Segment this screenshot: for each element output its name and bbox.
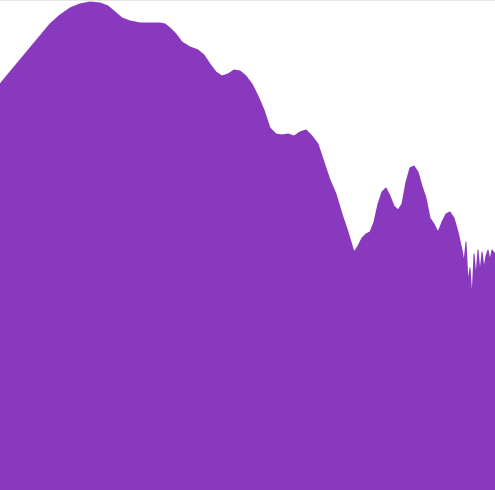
chart-svg [0, 0, 495, 490]
area-chart [0, 0, 495, 490]
series-layer [0, 1, 495, 490]
area-series-1 [0, 1, 495, 490]
